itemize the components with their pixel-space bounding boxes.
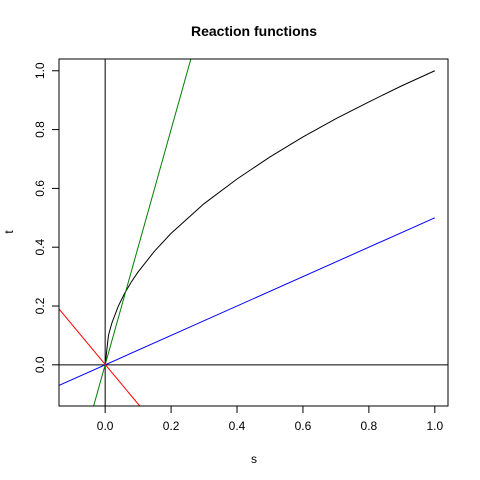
series-line-4 [59,308,141,406]
x-tick-label: 1.0 [426,419,443,433]
series-group [59,59,436,406]
x-tick-label: 0.2 [163,419,180,433]
reference-lines [59,59,448,406]
x-tick-label: 0.0 [97,419,114,433]
y-tick-label: 0.6 [33,180,47,197]
x-tick-label: 0.6 [295,419,312,433]
series-line-1 [104,70,436,365]
y-axis-label: t [2,230,16,234]
chart-title: Reaction functions [191,23,317,39]
y-tick-label: 0.8 [33,121,47,138]
x-axis: 0.0 0.2 0.4 0.6 0.8 1.0 [97,406,443,433]
y-axis: 0.0 0.2 0.4 0.6 0.8 1.0 [33,62,59,373]
y-tick-label: 1.0 [33,62,47,79]
y-tick-label: 0.4 [33,239,47,256]
series-line-3 [93,59,192,406]
x-tick-label: 0.8 [361,419,378,433]
series-line-2 [59,217,436,386]
x-axis-label: s [251,452,257,466]
plot-frame [58,58,449,407]
y-tick-label: 0.2 [33,297,47,314]
x-tick-label: 0.4 [229,419,246,433]
y-tick-label: 0.0 [33,356,47,373]
